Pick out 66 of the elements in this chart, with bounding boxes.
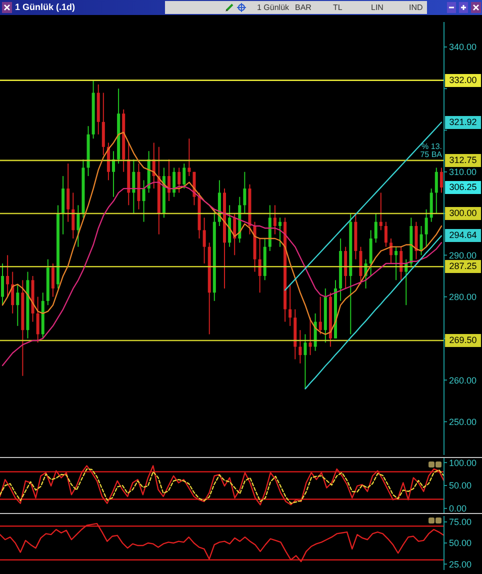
y-tick-label: 100.00 <box>449 458 477 468</box>
candlestick <box>304 334 307 389</box>
candlestick <box>51 262 54 298</box>
y-tick-label: 340.00 <box>449 42 477 52</box>
candlestick <box>424 208 428 248</box>
candlestick <box>384 221 388 248</box>
candlestick <box>273 204 276 235</box>
text: 306.25 <box>449 182 477 192</box>
annotation: 75 BA <box>420 150 442 159</box>
y-tick-label: 0.00 <box>449 504 467 514</box>
candlestick <box>298 330 302 364</box>
candlestick <box>202 217 206 264</box>
y-tick-label: 250.00 <box>449 416 477 427</box>
candlestick <box>76 204 80 248</box>
y-tick-label: 50.00 <box>449 538 472 548</box>
candlestick <box>142 180 146 222</box>
candlestick <box>308 317 312 356</box>
data-label: 321.92 <box>445 116 481 129</box>
candlestick <box>1 262 4 306</box>
text: LIN <box>371 2 384 14</box>
candlestick <box>132 158 136 214</box>
candlestick <box>172 167 176 198</box>
candlestick <box>434 167 438 214</box>
candlestick <box>6 254 10 298</box>
candlestick <box>72 192 75 239</box>
candlestick <box>36 296 40 344</box>
candlestick <box>112 150 115 198</box>
line-series <box>2 132 442 335</box>
data-label: 294.64 <box>445 229 481 242</box>
candlestick <box>16 284 20 326</box>
text: BAR <box>295 2 312 14</box>
candlestick <box>66 163 70 222</box>
ref-line-label: 300.00 <box>445 207 481 220</box>
candlestick <box>278 217 282 248</box>
y-tick-label: 310.00 <box>449 167 477 178</box>
text: TL <box>333 2 342 14</box>
annotation: % 13. <box>422 142 442 151</box>
candlestick <box>258 238 262 294</box>
ref-line-label: 269.50 <box>445 334 481 347</box>
y-tick-label: 290.00 <box>449 250 477 260</box>
y-tick-label: 50.00 <box>449 480 472 491</box>
candlestick <box>374 213 378 244</box>
candlestick <box>318 296 322 335</box>
y-tick-label: 25.00 <box>449 559 472 570</box>
ref-line-label: 287.25 <box>445 260 481 274</box>
candlestick <box>178 167 181 194</box>
text: IND <box>409 2 423 14</box>
candlestick <box>288 284 292 326</box>
y-tick-label: 280.00 <box>449 292 477 302</box>
line-series <box>0 522 445 562</box>
line-series <box>304 235 442 390</box>
candlestick <box>394 246 398 281</box>
candlestick <box>440 167 443 194</box>
candlestick <box>188 138 191 177</box>
ref-line-label: 312.75 <box>445 154 481 167</box>
line-series <box>284 122 442 291</box>
text: 1 Günlük <box>257 2 290 14</box>
y-tick-label: 260.00 <box>449 375 477 386</box>
candlestick <box>420 226 423 256</box>
y-tick-label: 75.00 <box>449 517 472 528</box>
candlestick <box>379 192 382 231</box>
candlestick <box>168 158 170 202</box>
candlestick <box>182 163 186 190</box>
candlestick <box>243 171 246 214</box>
chart-title: 1 Günlük (.1d) <box>15 1 76 14</box>
ref-line-label: 332.00 <box>445 74 481 87</box>
